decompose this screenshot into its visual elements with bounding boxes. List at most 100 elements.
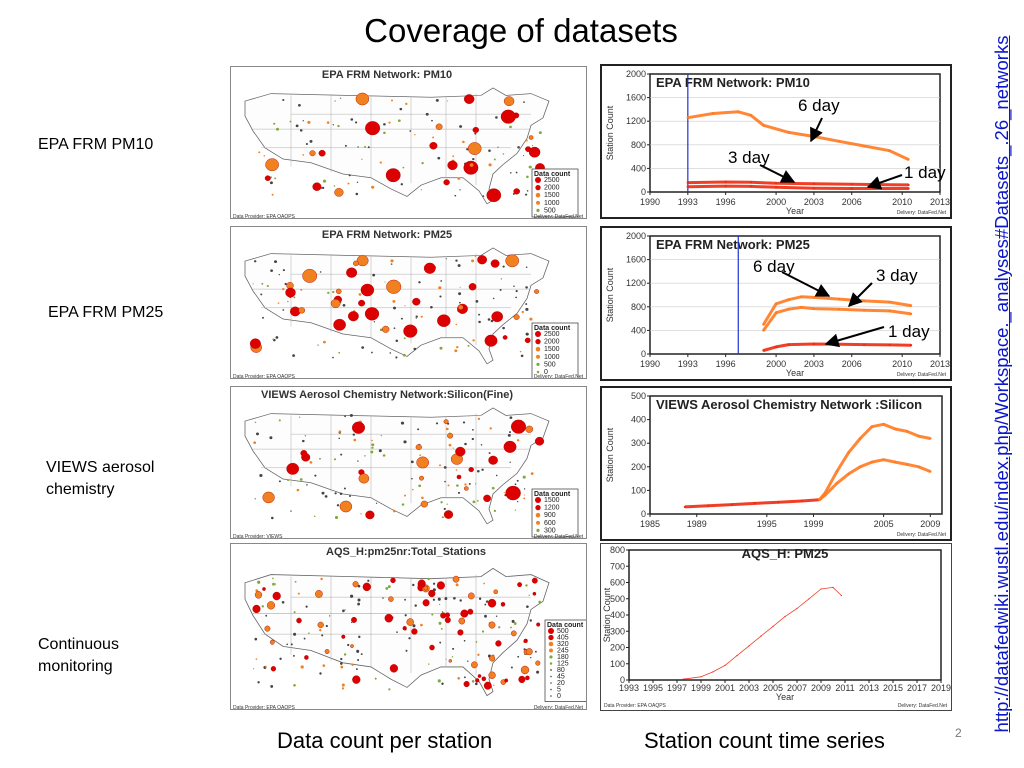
- data-point: [812, 296, 816, 299]
- data-point: [863, 343, 866, 346]
- y-axis-label: Station Count: [605, 267, 615, 322]
- station-dot-large: [362, 582, 371, 592]
- station-dot-large: [528, 146, 541, 158]
- station-dot: [357, 598, 361, 602]
- data-point: [859, 465, 862, 468]
- station-dot: [404, 614, 407, 617]
- station-dot: [529, 317, 533, 321]
- y-tick-label: 800: [631, 140, 646, 150]
- station-dot: [474, 132, 477, 135]
- data-point: [917, 434, 920, 438]
- map-footer-right: Delivery: DataFed.Net: [534, 705, 584, 710]
- map-legend-swatch: [535, 184, 541, 191]
- map-title-bg: [317, 68, 457, 80]
- station-dot-large: [330, 299, 341, 308]
- map-footer-left: Data Provider: EPA OAQPS: [233, 705, 296, 710]
- data-point: [907, 158, 910, 161]
- station-dot: [415, 317, 417, 319]
- station-dot: [517, 655, 520, 658]
- map-geo: [244, 567, 550, 697]
- y-axis-label: Station Count: [605, 105, 615, 160]
- station-dot: [517, 500, 519, 503]
- y-tick-label: 0: [641, 509, 646, 519]
- data-point: [686, 116, 689, 119]
- station-dot: [513, 285, 515, 288]
- station-dot: [447, 100, 449, 102]
- station-dot: [289, 120, 292, 123]
- station-dot: [463, 639, 466, 642]
- datafed-wiki-link[interactable]: http://datafedwiki.wustl.edu/index.php/W…: [991, 35, 1012, 733]
- station-dot: [277, 302, 280, 304]
- station-dot: [343, 487, 346, 490]
- station-dot: [430, 306, 433, 309]
- data-point: [774, 302, 778, 305]
- station-dot-large: [254, 591, 263, 599]
- data-point: [700, 676, 702, 678]
- station-dot: [454, 194, 457, 197]
- station-dot-large: [513, 188, 521, 195]
- data-point: [762, 124, 765, 127]
- station-dot: [380, 434, 383, 437]
- station-dot-large: [525, 425, 534, 433]
- x-tick-label: 2011: [835, 683, 854, 693]
- station-dot: [388, 688, 391, 691]
- station-dot: [257, 580, 261, 584]
- y-tick-label: 200: [631, 462, 646, 472]
- station-dot: [439, 603, 441, 606]
- station-dot-large: [365, 121, 381, 136]
- station-dot: [274, 583, 277, 585]
- map-title: EPA FRM Network: PM10: [322, 69, 452, 81]
- station-dot: [475, 300, 479, 303]
- x-tick-label: 2007: [787, 683, 807, 693]
- station-dot: [271, 193, 274, 196]
- station-dot: [503, 492, 505, 494]
- station-dot-large: [388, 596, 394, 602]
- y-tick-label: 1200: [626, 116, 646, 126]
- station-dot: [287, 479, 290, 482]
- station-dot-large: [500, 109, 516, 124]
- station-dot: [252, 283, 254, 285]
- station-dot: [375, 502, 378, 504]
- station-dot-large: [511, 419, 527, 434]
- station-dot: [350, 118, 354, 121]
- data-point: [748, 645, 750, 647]
- station-dot: [340, 657, 343, 661]
- station-dot: [457, 177, 461, 180]
- station-dot-large: [488, 621, 496, 629]
- station-dot: [481, 468, 484, 471]
- annotation-pm10-3day: 3 day: [728, 148, 770, 167]
- map-legend-swatch: [550, 695, 552, 697]
- station-dot: [263, 155, 266, 157]
- series-line: [682, 587, 842, 680]
- data-point: [905, 430, 909, 433]
- station-dot: [257, 681, 260, 684]
- station-dot-large: [264, 175, 271, 181]
- station-dot: [309, 139, 313, 143]
- station-dot: [337, 124, 340, 128]
- station-dot: [435, 422, 439, 425]
- station-dot-large: [503, 440, 517, 453]
- station-dot: [262, 316, 264, 319]
- station-dot: [393, 306, 396, 310]
- map-legend-swatch: [535, 331, 541, 337]
- x-tick-label: 1985: [640, 519, 660, 529]
- station-dot: [383, 131, 386, 135]
- station-dot: [278, 480, 281, 483]
- x-tick-label: 2017: [907, 683, 927, 693]
- map-title-bg: [341, 545, 471, 557]
- station-dot-large: [440, 612, 447, 619]
- station-dot: [510, 172, 512, 174]
- data-point: [724, 180, 727, 184]
- station-dot-large: [489, 655, 496, 662]
- station-dot: [278, 419, 281, 422]
- station-dot: [502, 153, 505, 155]
- station-dot-large: [384, 613, 394, 623]
- station-dot-large: [286, 462, 300, 475]
- station-dot: [515, 296, 517, 299]
- station-dot-large: [428, 589, 436, 598]
- station-dot: [467, 660, 469, 662]
- station-dot: [454, 349, 458, 353]
- station-dot: [468, 482, 471, 485]
- station-dot-large: [356, 255, 369, 267]
- station-dot: [500, 278, 502, 280]
